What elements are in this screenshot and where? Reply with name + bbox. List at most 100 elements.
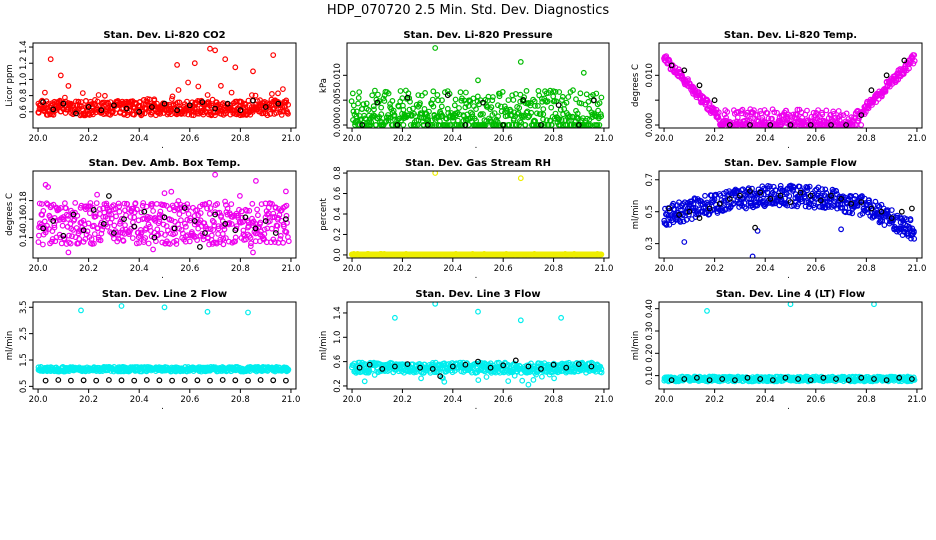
data-point xyxy=(162,232,168,238)
data-point xyxy=(283,229,290,235)
black-point xyxy=(219,377,226,383)
data-point xyxy=(767,183,773,190)
data-point xyxy=(228,221,235,227)
data-point xyxy=(521,94,527,101)
data-point xyxy=(283,212,290,219)
black-point xyxy=(752,224,758,231)
x-tick-label: 20.2 xyxy=(79,264,98,274)
outlier-point xyxy=(558,314,564,321)
data-point xyxy=(724,108,731,115)
data-point xyxy=(806,183,813,190)
data-point xyxy=(56,231,63,238)
data-point xyxy=(747,115,754,122)
data-point xyxy=(499,88,506,95)
data-point xyxy=(541,122,548,128)
data-point xyxy=(837,112,844,119)
black-point xyxy=(878,208,885,215)
data-point xyxy=(875,202,881,209)
data-point xyxy=(565,94,572,100)
data-point xyxy=(123,200,130,207)
x-tick-label: 21.0 xyxy=(281,395,300,405)
data-point xyxy=(551,375,557,382)
data-point xyxy=(532,102,538,109)
data-point xyxy=(417,100,423,106)
data-point xyxy=(194,237,201,244)
data-point xyxy=(439,97,445,104)
data-point xyxy=(169,93,176,100)
data-point xyxy=(283,202,290,209)
black-point xyxy=(98,107,105,114)
black-point xyxy=(131,377,138,384)
black-point xyxy=(404,94,411,101)
data-point xyxy=(210,219,217,226)
data-point xyxy=(381,98,388,104)
data-point xyxy=(249,200,256,207)
panel-title: Stan. Dev. Line 4 (LT) Flow xyxy=(716,289,865,300)
outlier-point xyxy=(432,302,439,307)
black-point xyxy=(696,82,703,89)
data-point xyxy=(163,202,170,209)
y-tick-label: 0.14 xyxy=(19,228,29,247)
data-point xyxy=(469,110,476,117)
data-point xyxy=(277,236,284,242)
data-point xyxy=(285,238,292,245)
black-point xyxy=(131,223,138,230)
data-point xyxy=(540,116,546,123)
y-tick-label: 0.8 xyxy=(19,89,29,103)
black-point xyxy=(161,100,168,107)
data-point xyxy=(369,92,376,99)
panel-title: Stan. Dev. Line 3 Flow xyxy=(415,289,540,300)
data-point xyxy=(378,104,385,111)
outlier-point xyxy=(903,231,910,238)
data-point xyxy=(866,197,872,204)
black-point xyxy=(404,361,411,368)
black-point xyxy=(80,227,87,234)
data-point xyxy=(173,237,180,244)
outlier-point xyxy=(57,72,64,79)
y-tick-label: 0.5 xyxy=(19,380,29,394)
x-tick-label: 21.0 xyxy=(281,264,300,274)
black-point xyxy=(767,195,774,202)
data-point xyxy=(739,106,746,113)
data-point xyxy=(540,106,547,112)
data-point xyxy=(126,231,132,238)
data-point xyxy=(138,229,145,236)
data-point xyxy=(116,208,123,215)
data-point xyxy=(422,89,429,96)
x-tick-label: 20.2 xyxy=(705,264,724,274)
data-point xyxy=(456,105,462,111)
data-point xyxy=(823,189,830,196)
data-point xyxy=(65,216,71,222)
data-point xyxy=(539,373,545,380)
data-point xyxy=(830,108,837,115)
data-point xyxy=(738,107,745,114)
black-point xyxy=(212,211,219,218)
x-tick-label: 20.8 xyxy=(857,134,876,144)
black-point xyxy=(123,105,130,112)
x-tick-label: 20.4 xyxy=(443,264,462,274)
black-point xyxy=(520,97,527,104)
data-point xyxy=(552,110,559,117)
x-tick-label: 20.0 xyxy=(29,395,48,405)
data-point xyxy=(790,111,797,118)
data-point xyxy=(103,202,110,209)
data-point xyxy=(557,106,564,113)
black-point xyxy=(161,214,168,221)
black-point xyxy=(437,373,444,380)
plot-frame xyxy=(346,170,610,259)
outlier-point xyxy=(47,56,54,63)
plot-frame xyxy=(32,170,297,259)
data-point xyxy=(911,52,918,58)
y-tick-label: 0.6 xyxy=(333,355,343,369)
data-point xyxy=(690,201,697,207)
y-tick-label: 0.010 xyxy=(645,63,655,87)
x-tick-label: 20.0 xyxy=(29,134,48,144)
black-point xyxy=(462,361,469,368)
black-point xyxy=(257,377,264,383)
data-point xyxy=(221,226,228,233)
black-point xyxy=(686,208,693,215)
x-tick-label: 20.0 xyxy=(343,264,362,274)
data-point xyxy=(556,116,563,122)
